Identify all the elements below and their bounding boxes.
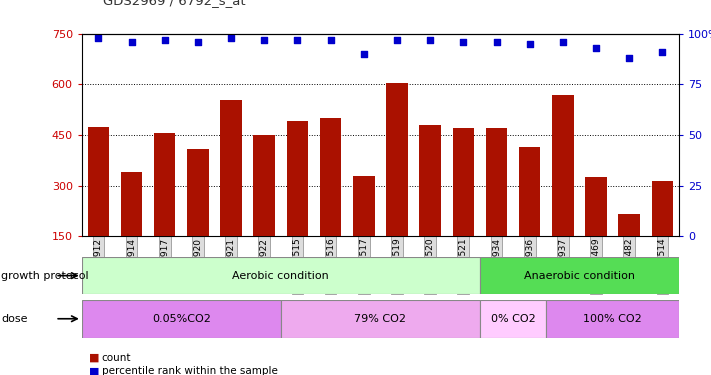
Text: Anaerobic condition: Anaerobic condition — [524, 271, 635, 280]
Bar — [281, 300, 480, 338]
Text: 79% CO2: 79% CO2 — [354, 314, 407, 324]
Text: percentile rank within the sample: percentile rank within the sample — [102, 366, 277, 375]
Point — [126, 39, 137, 45]
Point — [292, 37, 303, 43]
Point — [524, 41, 535, 47]
Point — [225, 35, 237, 41]
Bar — [320, 118, 341, 236]
Point — [92, 35, 104, 41]
Bar — [187, 148, 209, 236]
Bar — [386, 83, 408, 236]
Bar — [486, 128, 508, 236]
Point — [557, 39, 569, 45]
Text: 0% CO2: 0% CO2 — [491, 314, 535, 324]
Point — [624, 55, 635, 61]
Text: Aerobic condition: Aerobic condition — [232, 271, 329, 280]
Bar — [546, 300, 679, 338]
Point — [391, 37, 402, 43]
Bar — [87, 127, 109, 236]
Point — [458, 39, 469, 45]
Text: GDS2969 / 6792_s_at: GDS2969 / 6792_s_at — [103, 0, 246, 8]
Point — [590, 45, 602, 51]
Point — [192, 39, 203, 45]
Bar — [453, 128, 474, 236]
Bar — [353, 176, 375, 236]
Bar — [82, 300, 281, 338]
Point — [159, 37, 171, 43]
Bar — [480, 257, 679, 294]
Bar — [287, 122, 309, 236]
Text: ■: ■ — [89, 366, 100, 375]
Bar — [220, 100, 242, 236]
Bar — [552, 94, 574, 236]
Point — [424, 37, 436, 43]
Text: count: count — [102, 353, 131, 363]
Bar — [480, 300, 546, 338]
Bar — [652, 181, 673, 236]
Bar — [519, 147, 540, 236]
Bar — [619, 214, 640, 236]
Point — [259, 37, 270, 43]
Bar — [253, 135, 275, 236]
Point — [657, 49, 668, 55]
Text: growth protocol: growth protocol — [1, 271, 89, 280]
Bar — [585, 177, 607, 236]
Bar — [121, 172, 142, 236]
Point — [491, 39, 502, 45]
Text: 100% CO2: 100% CO2 — [583, 314, 642, 324]
Bar — [419, 125, 441, 236]
Bar — [154, 134, 176, 236]
Text: ■: ■ — [89, 353, 100, 363]
Bar — [82, 257, 480, 294]
Text: 0.05%CO2: 0.05%CO2 — [152, 314, 210, 324]
Text: dose: dose — [1, 314, 28, 324]
Point — [358, 51, 370, 57]
Point — [325, 37, 336, 43]
